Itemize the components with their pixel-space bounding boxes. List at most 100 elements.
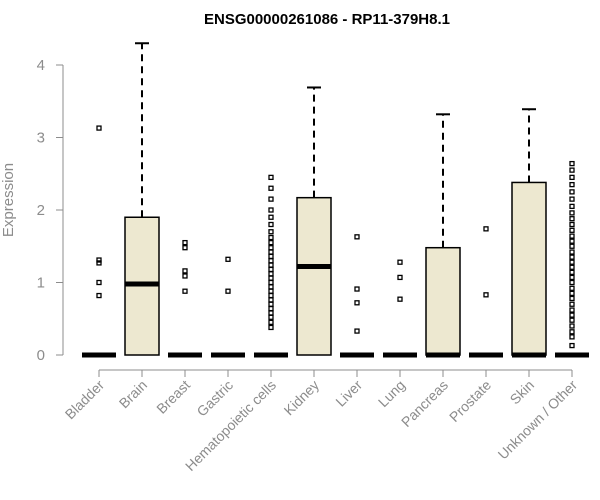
outlier-point [225,256,231,262]
outlier-point [569,317,575,323]
outlier-point [268,279,274,286]
outlier-point [569,290,575,297]
outlier-point [569,329,575,335]
outlier-point [569,254,575,260]
outlier-point [569,189,575,195]
box-prostate [469,226,503,358]
outlier-point [182,245,188,251]
outlier-point [569,196,575,202]
x-tick-label: Breast [153,377,193,417]
outlier-point [182,288,188,294]
outlier-point [569,210,575,216]
outlier-point [268,234,274,241]
outlier-point [569,285,575,291]
box-bladder [82,125,116,358]
outlier-point [268,284,274,290]
outlier-point [397,274,403,281]
x-tick-label: Pancreas [398,377,451,430]
outlier-point [569,342,575,349]
outlier-point [397,259,403,265]
outlier-point [96,260,102,266]
outlier-point [569,174,575,181]
outlier-point [268,249,274,255]
outlier-point [268,207,274,213]
outlier-point [569,243,575,249]
outlier-point [268,310,274,316]
outlier-point [483,226,489,232]
box-liver [340,234,374,358]
outlier-point [268,319,274,326]
outlier-point [96,292,102,299]
box-rect [511,181,547,356]
outlier-point [268,258,274,264]
outlier-point [354,300,360,306]
outlier-point [569,259,575,265]
chart-title: ENSG00000261086 - RP11-379H8.1 [204,11,450,28]
box-lung [383,259,417,358]
outlier-point [354,286,360,292]
x-tick-label: Brain [116,377,150,411]
outlier-point [268,297,274,303]
outlier-point [569,249,575,255]
box-skin [511,108,547,358]
outlier-point [268,174,274,181]
outlier-point [569,334,575,340]
outlier-point [96,257,102,263]
outlier-point [182,268,188,274]
outlier-point [268,221,274,228]
box-unknown-other [555,160,589,358]
outlier-point [569,295,575,302]
box-rect [425,246,461,356]
x-tick-label: Prostate [446,377,494,425]
outlier-point [569,203,575,210]
outlier-point [569,233,575,239]
outlier-point [268,292,274,299]
x-tick-label: Liver [332,377,365,410]
outlier-point [569,279,575,286]
outlier-point [268,305,274,312]
x-tick-label: Lung [375,377,408,410]
outlier-point [268,275,274,281]
outlier-point [225,288,231,294]
outlier-point [182,273,188,279]
outlier-point [354,234,360,240]
y-axis-label: Expression [0,163,17,237]
outlier-point [268,214,274,220]
outlier-point [569,167,575,173]
outlier-point [483,292,489,298]
outlier-point [569,274,575,281]
x-tick-label: Bladder [62,377,108,423]
x-tick-label: Skin [507,377,538,408]
x-tick-label: Kidney [281,377,323,419]
outlier-point [268,271,274,277]
outlier-point [268,266,274,273]
y-tick-label: 2 [37,202,45,219]
box-breast [168,239,202,358]
outlier-point [569,323,575,329]
outlier-point [268,262,274,268]
box-hematopoietic-cells [254,174,288,358]
outlier-point [354,328,360,334]
outlier-point [397,296,403,302]
outlier-point [96,279,102,286]
y-tick-label: 4 [37,57,45,74]
outlier-point [569,181,575,188]
outlier-point [569,238,575,244]
outlier-point [569,227,575,233]
outlier-point [268,314,274,320]
outlier-point [96,125,102,131]
outlier-point [569,160,575,167]
outlier-point [569,312,575,318]
outlier-point [268,253,274,260]
outlier-point [268,196,274,202]
outlier-point [569,307,575,313]
y-axis: 0 1 2 3 4 [37,57,64,364]
outlier-point [569,221,575,228]
box-kidney [296,86,332,356]
outlier-point [569,216,575,222]
outlier-point [268,245,274,251]
outlier-point [268,288,274,294]
box-rect [296,196,332,356]
